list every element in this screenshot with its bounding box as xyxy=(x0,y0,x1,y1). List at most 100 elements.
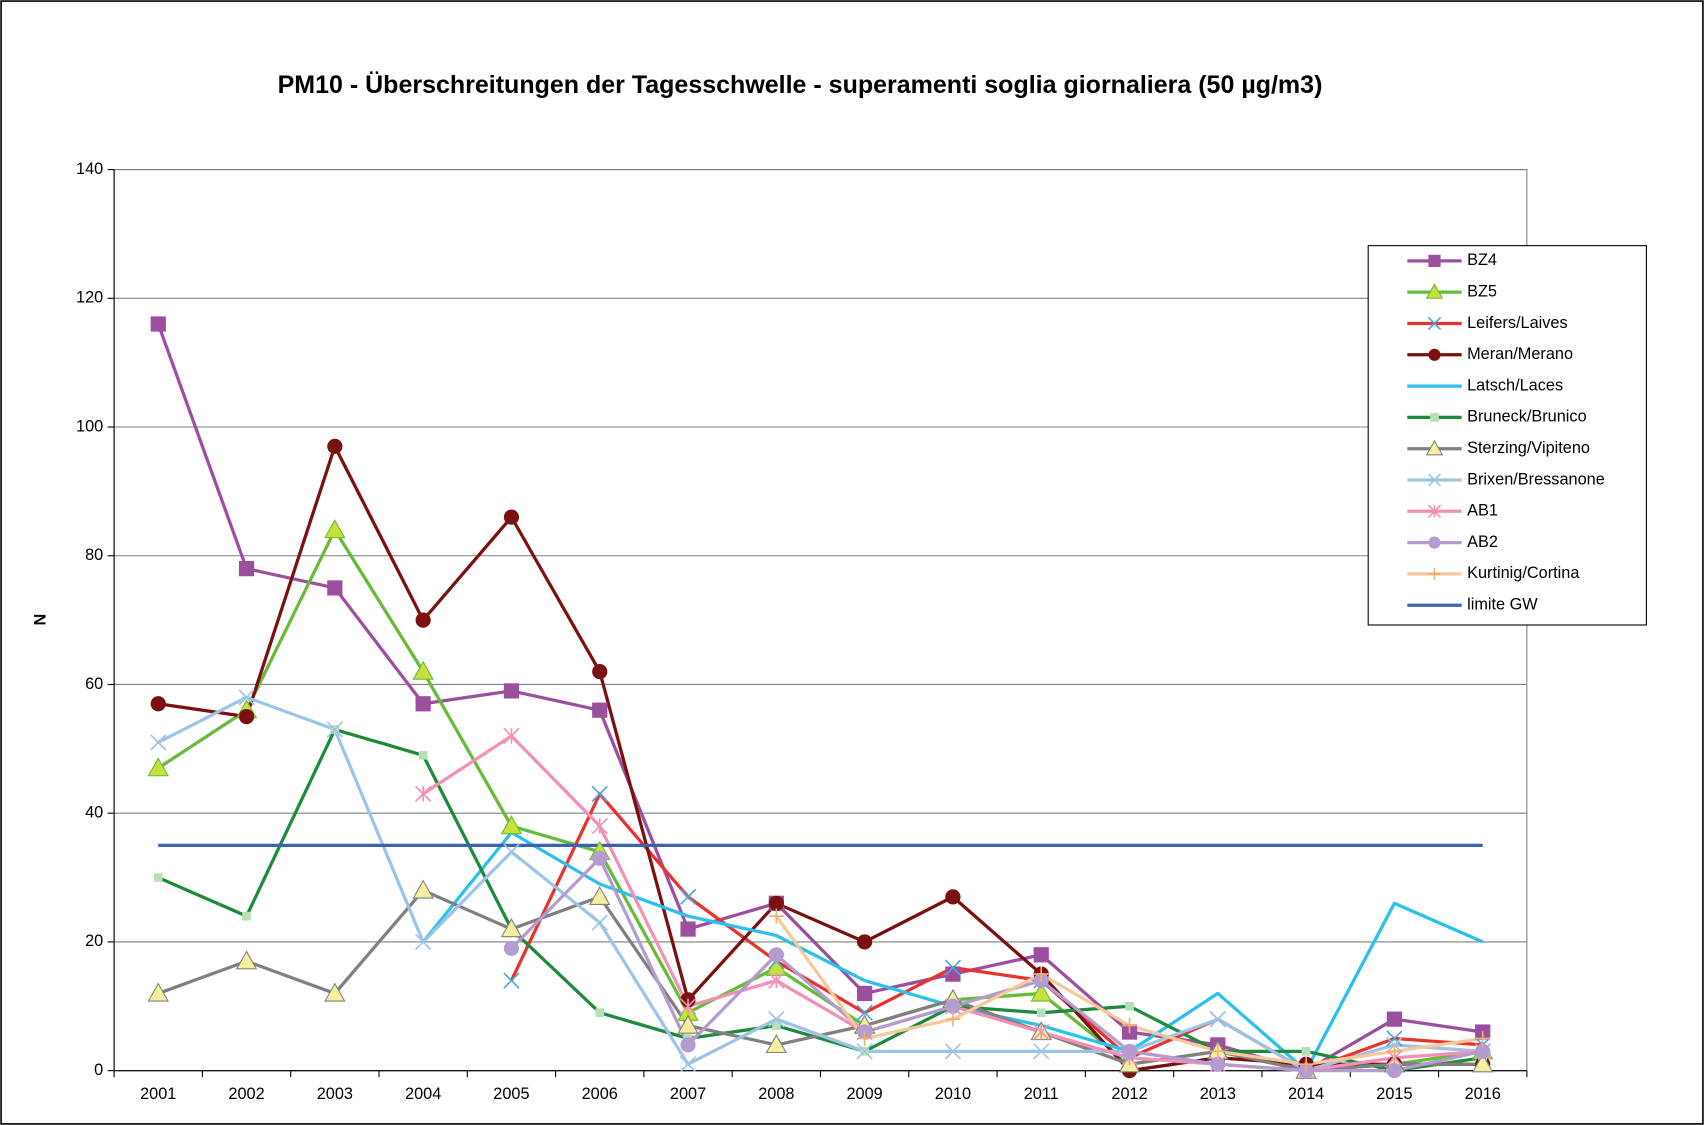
marker xyxy=(1475,1030,1491,1047)
marker xyxy=(945,998,961,1014)
legend-label: BZ4 xyxy=(1467,251,1497,269)
marker xyxy=(414,785,432,803)
marker xyxy=(1425,439,1444,456)
marker xyxy=(768,908,784,924)
marker xyxy=(591,914,608,931)
x-tick-label: 2009 xyxy=(847,1085,883,1103)
x-tick-label: 2011 xyxy=(1024,1085,1059,1103)
legend-label: Kurtinig/Cortina xyxy=(1467,564,1580,582)
marker xyxy=(857,1030,873,1047)
marker xyxy=(153,873,163,882)
x-tick-label: 2005 xyxy=(493,1085,529,1103)
plot-area xyxy=(113,169,1528,1072)
marker xyxy=(1033,1043,1050,1060)
marker xyxy=(324,982,346,1002)
marker xyxy=(1121,1043,1138,1059)
series-line xyxy=(157,695,1483,1073)
x-tick-label: 2010 xyxy=(935,1085,971,1103)
marker xyxy=(415,612,431,628)
marker xyxy=(945,1011,961,1027)
marker xyxy=(1428,536,1441,549)
marker xyxy=(1210,1043,1226,1059)
marker xyxy=(324,519,346,539)
marker xyxy=(677,1014,699,1034)
marker xyxy=(768,1010,785,1028)
x-tick-label: 2012 xyxy=(1111,1085,1147,1103)
x-tick-label: 2013 xyxy=(1200,1085,1236,1103)
legend-label: Leifers/Laives xyxy=(1467,314,1568,332)
y-tick-label: 60 xyxy=(85,675,103,693)
marker xyxy=(1301,1046,1311,1056)
x-tick-label: 2006 xyxy=(582,1085,618,1103)
x-tick-label: 2008 xyxy=(758,1085,794,1103)
legend-box xyxy=(1367,245,1647,626)
marker xyxy=(235,950,258,970)
x-tick-label: 2002 xyxy=(228,1085,264,1103)
x-tick-label: 2015 xyxy=(1376,1085,1412,1103)
marker xyxy=(1472,1053,1494,1073)
marker xyxy=(945,966,961,982)
marker xyxy=(856,1004,873,1021)
marker xyxy=(1427,504,1442,518)
marker xyxy=(1386,1043,1403,1059)
marker xyxy=(945,889,961,905)
marker xyxy=(242,911,251,921)
marker xyxy=(503,509,520,525)
marker xyxy=(150,316,166,332)
marker xyxy=(1430,413,1439,422)
marker xyxy=(1298,1056,1314,1072)
y-tick-label: 140 xyxy=(76,160,103,178)
marker xyxy=(1386,1030,1403,1047)
marker xyxy=(1386,1063,1403,1079)
marker xyxy=(500,815,523,835)
marker xyxy=(592,850,608,866)
marker xyxy=(765,1034,788,1054)
marker xyxy=(595,1008,605,1018)
marker xyxy=(238,689,255,706)
marker xyxy=(503,972,520,989)
marker xyxy=(412,660,434,680)
y-tick-label: 120 xyxy=(76,289,103,307)
marker xyxy=(1209,1010,1227,1028)
marker xyxy=(1033,1023,1050,1041)
marker xyxy=(238,709,255,725)
marker xyxy=(856,1043,873,1060)
marker xyxy=(1125,1001,1134,1011)
marker xyxy=(944,959,962,976)
marker xyxy=(680,1037,696,1053)
marker xyxy=(503,940,520,956)
y-tick-label: 40 xyxy=(85,804,103,822)
marker xyxy=(768,972,785,989)
marker xyxy=(326,721,344,738)
marker xyxy=(589,885,611,906)
legend-label: Bruneck/Brunico xyxy=(1467,408,1587,426)
marker xyxy=(503,727,520,745)
legend-label: limite GW xyxy=(1467,596,1538,614)
marker xyxy=(1121,1017,1138,1034)
x-tick-label: 2007 xyxy=(670,1085,706,1103)
marker xyxy=(591,817,608,835)
legend-label: AB1 xyxy=(1467,502,1498,520)
x-tick-label: 2004 xyxy=(405,1085,441,1103)
chart-title: PM10 - Überschreitungen der Tagesschwell… xyxy=(277,71,1323,99)
x-tick-label: 2016 xyxy=(1465,1085,1501,1103)
marker xyxy=(327,438,343,454)
marker xyxy=(1428,348,1441,361)
marker xyxy=(1428,254,1441,267)
marker xyxy=(147,982,169,1002)
marker xyxy=(591,785,608,803)
marker xyxy=(857,985,873,1002)
marker xyxy=(1033,947,1049,963)
marker xyxy=(150,696,166,712)
marker xyxy=(857,934,873,950)
legend-label: Meran/Merano xyxy=(1467,345,1573,363)
marker xyxy=(592,663,608,680)
marker xyxy=(592,702,608,718)
marker xyxy=(1030,982,1052,1002)
legend-label: AB2 xyxy=(1467,533,1498,551)
y-tick-label: 100 xyxy=(76,417,103,435)
marker xyxy=(1428,567,1441,580)
legend-label: BZ5 xyxy=(1467,282,1497,300)
